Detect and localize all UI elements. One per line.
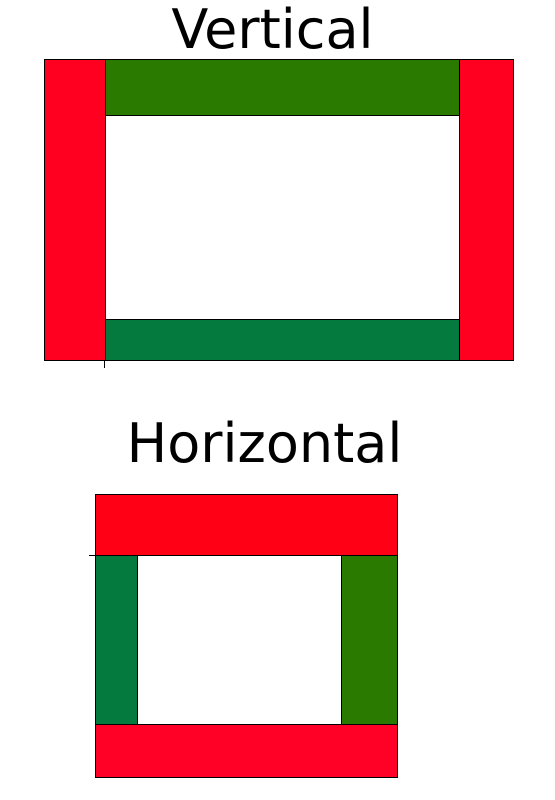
vertical-title: Vertical (171, 0, 374, 61)
vertical-bottom-bar (105, 319, 460, 361)
horizontal-left-bar (95, 555, 138, 725)
vertical-left-bar (44, 59, 106, 361)
horizontal-bottom-bar (95, 724, 398, 778)
horizontal-title: Horizontal (126, 412, 403, 475)
vertical-tick-mark (104, 360, 105, 368)
vertical-right-bar (459, 59, 514, 361)
horizontal-top-bar (95, 494, 398, 556)
vertical-top-bar (105, 59, 460, 116)
horizontal-right-bar (341, 555, 398, 725)
horizontal-tick-mark (89, 555, 97, 556)
